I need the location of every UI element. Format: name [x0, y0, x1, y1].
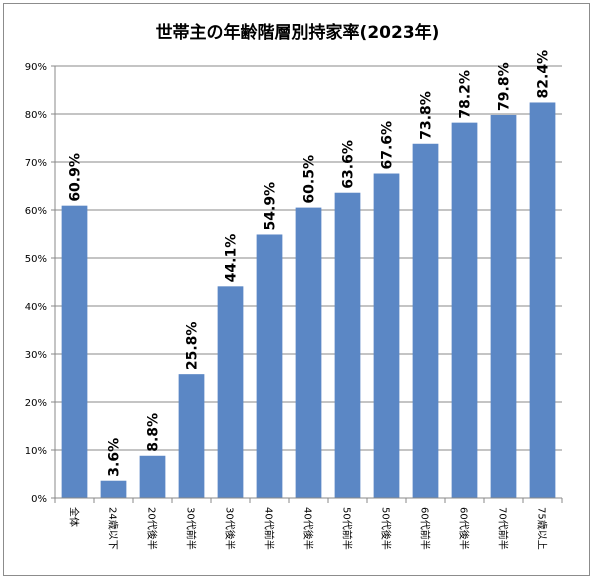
- data-label: 67.6%: [380, 121, 396, 170]
- y-tick-label: 70%: [25, 158, 47, 169]
- data-labels: 60.9% 3.6% 8.8% 25.8% 44.1% 54.9% 60.5% 63.6% 67…: [68, 50, 552, 477]
- data-label: 63.6%: [341, 140, 357, 189]
- y-tick-label: 50%: [25, 254, 47, 265]
- bar: [178, 374, 205, 498]
- x-tick-label: 60代前半: [419, 507, 432, 550]
- y-tick-label: 0%: [31, 494, 47, 505]
- x-axis: 全体 24歳以下 20代後半 30代前半 30代後半 40代前半 40代後半 50代前半 50代…: [54, 497, 563, 550]
- x-tick-label: 20代後半: [146, 507, 159, 550]
- x-tick-label: 30代後半: [224, 507, 237, 550]
- x-tick-label: 60代後半: [458, 507, 471, 550]
- data-label: 3.6%: [107, 438, 123, 477]
- bar: [373, 173, 400, 498]
- data-label: 60.5%: [302, 155, 318, 204]
- data-label: 25.8%: [185, 322, 201, 371]
- x-tick-label: 75歳以上: [536, 507, 548, 550]
- data-label: 73.8%: [419, 91, 435, 140]
- y-tick-label: 60%: [25, 206, 47, 217]
- data-label: 79.8%: [497, 62, 513, 111]
- bar: [139, 455, 166, 498]
- bar: [412, 143, 439, 498]
- y-tick-label: 80%: [25, 110, 47, 121]
- bar: [217, 286, 244, 498]
- data-label: 82.4%: [536, 50, 552, 99]
- y-tick-label: 90%: [25, 62, 47, 73]
- x-tick-label: 24歳以下: [107, 507, 119, 550]
- x-tick-label: 50代前半: [341, 507, 354, 550]
- data-label: 78.2%: [458, 70, 474, 119]
- y-tick-label: 20%: [25, 398, 47, 409]
- data-label: 8.8%: [146, 413, 162, 452]
- x-tick-label: 50代後半: [380, 507, 393, 550]
- data-label: 54.9%: [263, 182, 279, 231]
- x-tick-label: 30代前半: [185, 507, 198, 550]
- data-label: 60.9%: [68, 153, 84, 202]
- bar: [100, 480, 127, 498]
- bar: [334, 192, 361, 498]
- x-tick-label: 40代前半: [263, 507, 276, 550]
- bar: [529, 102, 556, 498]
- bar: [256, 234, 283, 499]
- chart-title: 世帯主の年齢階層別持家率(2023年): [155, 23, 440, 43]
- x-tick-label: 全体: [68, 507, 81, 527]
- bar: [61, 205, 88, 498]
- y-axis: 0% 10% 20% 30% 40% 50% 60% 70% 80% 90%: [25, 62, 56, 505]
- bars: [61, 102, 556, 499]
- bar: [490, 114, 517, 499]
- data-label: 44.1%: [224, 234, 240, 283]
- bar: [451, 122, 478, 498]
- x-tick-label: 70代前半: [497, 507, 510, 550]
- y-tick-label: 10%: [25, 446, 47, 457]
- x-tick-label: 40代後半: [302, 507, 315, 550]
- bar: [295, 207, 322, 498]
- y-tick-label: 40%: [25, 302, 47, 313]
- y-tick-label: 30%: [25, 350, 47, 361]
